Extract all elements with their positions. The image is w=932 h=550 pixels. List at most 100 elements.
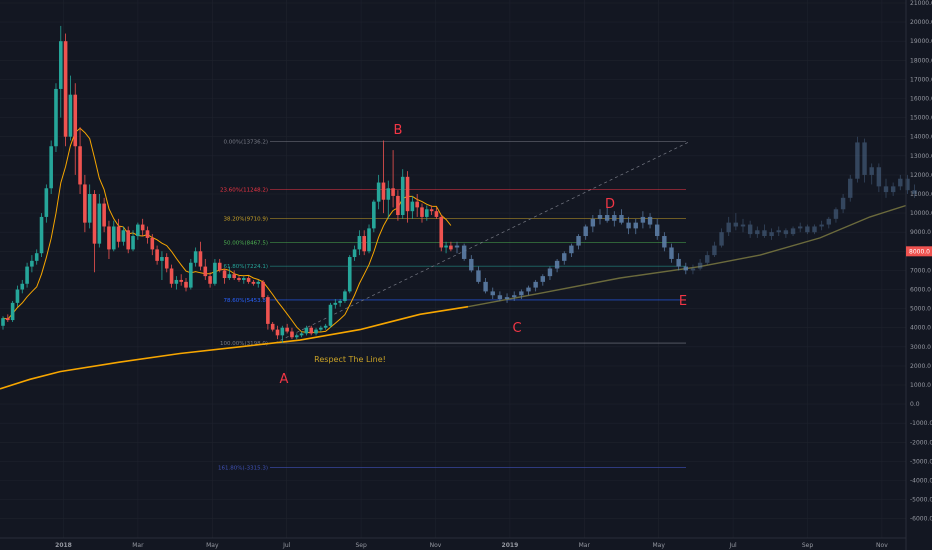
projection-candle xyxy=(812,224,817,235)
projection-candle xyxy=(683,262,688,275)
projection-candle xyxy=(483,278,488,294)
candle xyxy=(164,253,169,273)
projection-candle xyxy=(755,226,760,238)
projection-candle-body xyxy=(526,287,531,292)
candle-body xyxy=(425,209,429,217)
projection-candle xyxy=(876,163,882,193)
time-tick-label: 2018 xyxy=(55,542,72,549)
fib-level-label: 161.80%(-3315.3) xyxy=(218,465,268,471)
projection-candle xyxy=(776,226,781,237)
time-tick-label: Sep xyxy=(355,542,367,549)
projection-candle xyxy=(676,253,681,271)
candle xyxy=(444,241,448,254)
candle-body xyxy=(10,302,15,321)
projection-candle-body xyxy=(490,291,495,296)
candle xyxy=(410,195,415,219)
candle xyxy=(343,289,347,303)
projection-candle xyxy=(490,287,495,300)
candle-body xyxy=(396,195,400,216)
candle-body xyxy=(299,333,304,336)
projection-candle-body xyxy=(497,295,503,300)
projection-candle-body xyxy=(762,230,767,237)
candle xyxy=(294,333,299,340)
candle-body xyxy=(304,327,309,334)
candle-body xyxy=(372,201,376,229)
candle-body xyxy=(285,327,289,332)
projection-candle-body xyxy=(712,245,717,256)
candle-body xyxy=(126,230,131,250)
candle-body xyxy=(203,266,208,277)
projection-candle xyxy=(912,184,917,198)
time-tick-label: Mar xyxy=(579,542,591,549)
projection-candle-body xyxy=(747,224,753,235)
projection-candle xyxy=(619,209,624,225)
projection-candle xyxy=(461,243,467,261)
projection-candle-body xyxy=(454,245,460,248)
projection-candle-body xyxy=(583,226,588,237)
projection-candle xyxy=(519,289,524,300)
candle-body xyxy=(242,278,246,280)
price-tick-label: 5000.0 xyxy=(910,306,931,313)
projection-candle-body xyxy=(719,232,724,246)
projection-candle xyxy=(905,174,910,194)
price-tick-label: 16000.0 xyxy=(910,96,932,103)
candle xyxy=(6,314,10,322)
candle-body xyxy=(193,251,198,263)
candle-body xyxy=(20,283,25,290)
fib-level-label: 61.80%(7224.1) xyxy=(223,264,268,270)
projection-candle xyxy=(740,218,746,233)
projection-candle-body xyxy=(726,222,731,233)
candle-body xyxy=(449,245,453,250)
grid-lines xyxy=(0,0,906,538)
projection-candle-body xyxy=(626,222,631,229)
price-tick-label: 0.0 xyxy=(910,401,920,408)
candle-body xyxy=(136,224,140,237)
candle xyxy=(44,184,49,223)
candle-body xyxy=(270,323,275,330)
projection-candle-body xyxy=(697,262,703,269)
price-tick-label: 12000.0 xyxy=(910,172,932,179)
candle xyxy=(179,274,183,286)
candle xyxy=(92,190,97,273)
projection-candle-body xyxy=(912,190,917,194)
time-axis[interactable]: 2018 Mar May Jul Sep Nov 2019 Mar May Jul Sep Nov xyxy=(55,542,888,549)
candle xyxy=(97,194,102,248)
annotations: A B C D E Respect The Line! xyxy=(280,123,688,387)
projection-candle-body xyxy=(876,167,882,187)
projection-candle-body xyxy=(655,224,660,237)
time-tick-label: May xyxy=(652,542,665,549)
candle xyxy=(140,218,145,237)
time-tick-label: Nov xyxy=(876,542,888,549)
candle-body xyxy=(434,211,439,217)
price-tick-label: 11000.0 xyxy=(910,191,932,198)
projection-candle xyxy=(583,224,588,240)
candle-body xyxy=(376,182,381,202)
projection-candle xyxy=(747,220,753,238)
projection-candle-body xyxy=(890,186,896,193)
projection-candle-body xyxy=(705,255,710,263)
projection-candle xyxy=(819,220,824,231)
trend-line-dashed xyxy=(274,142,689,344)
wave-label-e: E xyxy=(679,294,687,309)
projection-candle xyxy=(633,218,638,235)
wave-label-c: C xyxy=(512,321,521,336)
projection-candle-body xyxy=(547,268,553,277)
projection-candle xyxy=(790,226,796,237)
candle-body xyxy=(266,297,270,324)
candle xyxy=(386,180,391,219)
projection-candle xyxy=(805,224,810,235)
projection-candle-body xyxy=(690,268,696,271)
moving-average-long xyxy=(0,305,469,390)
price-tick-label: 7000.0 xyxy=(910,267,931,274)
candle-body xyxy=(174,279,179,284)
projection-candle-body xyxy=(855,142,860,179)
price-tick-label: 17000.0 xyxy=(910,76,932,83)
candle-body xyxy=(44,188,49,217)
fibonacci-retracement[interactable]: 0.00%(13736.2) 23.60%(11248.2) 38.20%(9710… xyxy=(218,140,689,472)
candle-body xyxy=(362,236,366,252)
candle-body xyxy=(391,188,395,196)
time-tick-label: Nov xyxy=(430,542,442,549)
projection-candle-body xyxy=(576,236,581,246)
